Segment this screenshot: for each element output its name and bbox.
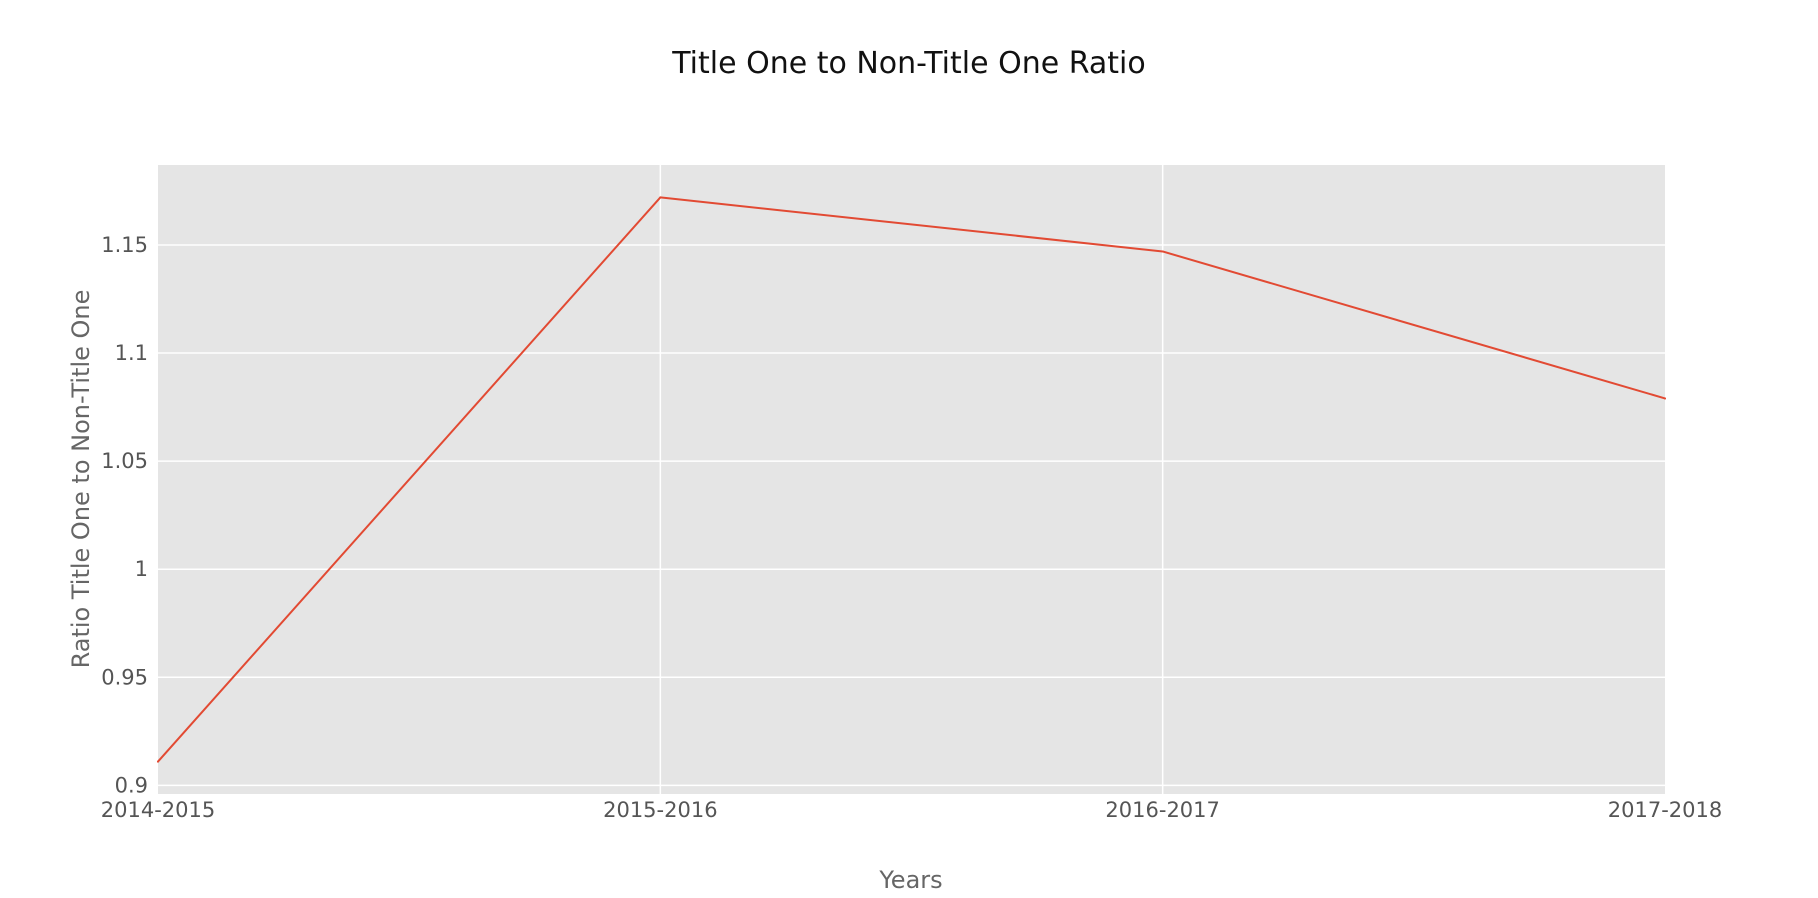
x-tick-label: 2015-2016	[603, 798, 717, 822]
data-point	[1161, 250, 1164, 253]
x-gridlines	[659, 165, 1164, 794]
plot-area	[158, 165, 1665, 794]
x-axis-title: Years	[878, 866, 942, 894]
x-axis-ticks: 2014-2015 2015-2016 2016-2017 2017-2018	[101, 798, 1722, 822]
y-tick-label: 0.95	[101, 665, 148, 689]
series-line	[157, 196, 1666, 763]
y-tick-label: 1	[135, 557, 148, 581]
y-tick-label: 1.15	[101, 233, 148, 257]
chart-title: Title One to Non-Title One Ratio	[671, 46, 1145, 81]
data-point	[659, 196, 662, 199]
series-group	[157, 196, 1666, 763]
y-axis-ticks: 0.9 0.95 1 1.05 1.1 1.15	[101, 233, 148, 797]
x-tick-label: 2017-2018	[1608, 798, 1722, 822]
y-tick-label: 1.05	[101, 449, 148, 473]
data-point	[157, 760, 159, 763]
y-axis-title: Ratio Title One to Non-Title One	[67, 290, 95, 669]
x-tick-label: 2016-2017	[1105, 798, 1219, 822]
data-point	[1664, 397, 1666, 400]
x-tick-label: 2014-2015	[101, 798, 215, 822]
y-gridlines	[158, 244, 1665, 787]
y-tick-label: 1.1	[115, 341, 148, 365]
y-tick-label: 0.9	[115, 773, 148, 797]
